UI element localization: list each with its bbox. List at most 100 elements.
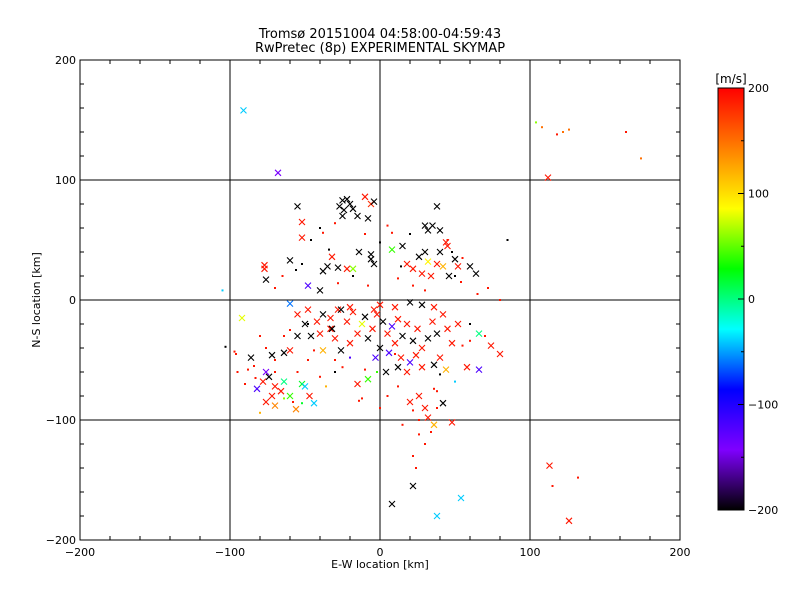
- data-point-dot: [313, 349, 315, 352]
- data-point-dot: [409, 233, 411, 235]
- data-point-x: [298, 218, 306, 226]
- axis-ticks: [79, 59, 681, 541]
- data-point-x: [310, 399, 318, 407]
- data-point-dot: [506, 239, 509, 241]
- data-point-x: [339, 212, 346, 220]
- data-point-dot: [274, 359, 276, 361]
- data-point-x: [372, 354, 379, 361]
- data-point-dot: [577, 476, 579, 479]
- data-point-dot: [386, 395, 389, 397]
- data-point-x: [373, 311, 381, 318]
- data-point-x: [262, 276, 270, 283]
- data-point-x: [268, 392, 276, 400]
- data-point-dot: [283, 397, 285, 400]
- data-point-x: [475, 330, 483, 337]
- data-point-x: [361, 193, 369, 201]
- data-point-x: [448, 419, 456, 426]
- data-point-x: [367, 255, 375, 263]
- data-point-dot: [418, 419, 420, 421]
- data-point-dot: [334, 222, 336, 225]
- data-point-x: [414, 325, 421, 333]
- data-point-x: [298, 234, 306, 241]
- data-point-x: [337, 306, 345, 313]
- data-point-x: [376, 301, 384, 309]
- data-point-dot: [640, 157, 642, 160]
- data-point-dot: [334, 359, 336, 361]
- data-point-dot: [394, 353, 396, 355]
- data-point-x: [439, 263, 447, 270]
- data-point-dot: [412, 284, 414, 287]
- data-point-x: [388, 323, 396, 330]
- data-point-x: [403, 368, 411, 376]
- data-point-x: [304, 306, 312, 313]
- y-tick-label: 100: [55, 174, 76, 187]
- data-point-x: [433, 330, 441, 337]
- data-point-x: [472, 270, 480, 277]
- data-point-dot: [541, 126, 543, 129]
- data-point-x: [399, 332, 406, 340]
- data-point-x: [340, 206, 348, 214]
- data-point-x: [343, 195, 351, 203]
- data-point-dot: [386, 224, 389, 227]
- data-point-x: [364, 215, 372, 222]
- data-point-x: [430, 421, 438, 429]
- data-point-x: [409, 482, 417, 490]
- data-point-dot: [361, 397, 363, 400]
- data-point-x: [418, 270, 426, 277]
- data-point-x: [259, 378, 267, 385]
- data-point-x: [327, 314, 334, 322]
- data-point-dot: [301, 402, 303, 405]
- colorbar-tick-label: −200: [748, 504, 778, 517]
- data-point-x: [328, 253, 336, 261]
- data-point-x: [327, 325, 334, 333]
- data-point-x: [442, 366, 450, 373]
- data-point-x: [271, 383, 279, 390]
- data-point-x: [367, 251, 375, 258]
- data-point-dot: [461, 344, 464, 347]
- data-point-x: [319, 347, 327, 354]
- data-point-x: [451, 255, 459, 263]
- data-point-x: [444, 325, 451, 333]
- data-point-dot: [244, 383, 246, 385]
- data-point-x: [324, 263, 331, 270]
- data-point-x: [294, 311, 301, 318]
- data-point-dot: [379, 241, 381, 244]
- data-point-x: [433, 260, 441, 268]
- data-point-dot: [484, 335, 486, 337]
- data-point-dot: [469, 339, 471, 342]
- x-tick-label: −100: [215, 546, 245, 559]
- data-point-x: [382, 368, 390, 376]
- data-point-x: [430, 361, 438, 369]
- data-point-dot: [400, 265, 402, 268]
- data-point-x: [286, 300, 294, 307]
- data-point-x: [286, 257, 294, 264]
- data-point-x: [399, 242, 406, 250]
- data-point-dot: [454, 380, 456, 383]
- data-point-dot: [446, 239, 449, 241]
- data-point-x: [277, 387, 285, 395]
- data-point-x: [240, 107, 247, 114]
- x-axis-label: E-W location [km]: [331, 558, 429, 571]
- colorbar: [m/s] −200 −100 0 100 200: [715, 72, 778, 517]
- colorbar-tick-label: 200: [748, 82, 769, 95]
- data-point-dot: [253, 365, 255, 367]
- data-point-x: [261, 265, 268, 273]
- data-point-dot: [292, 401, 294, 403]
- data-point-x: [294, 203, 301, 210]
- data-point-x: [463, 363, 471, 371]
- data-point-x: [384, 330, 391, 337]
- x-tick-label: 200: [670, 546, 691, 559]
- data-point-x: [385, 349, 393, 357]
- data-point-x: [433, 203, 441, 210]
- data-point-x: [388, 246, 396, 253]
- data-point-x: [313, 318, 321, 325]
- data-point-x: [294, 332, 301, 340]
- data-point-dot: [224, 345, 227, 348]
- data-point-dot: [418, 433, 420, 436]
- data-point-x: [418, 344, 426, 352]
- data-point-x: [436, 248, 444, 256]
- data-point-x: [265, 373, 273, 381]
- data-point-x: [354, 212, 361, 220]
- data-point-dot: [259, 411, 261, 414]
- data-point-x: [496, 350, 504, 358]
